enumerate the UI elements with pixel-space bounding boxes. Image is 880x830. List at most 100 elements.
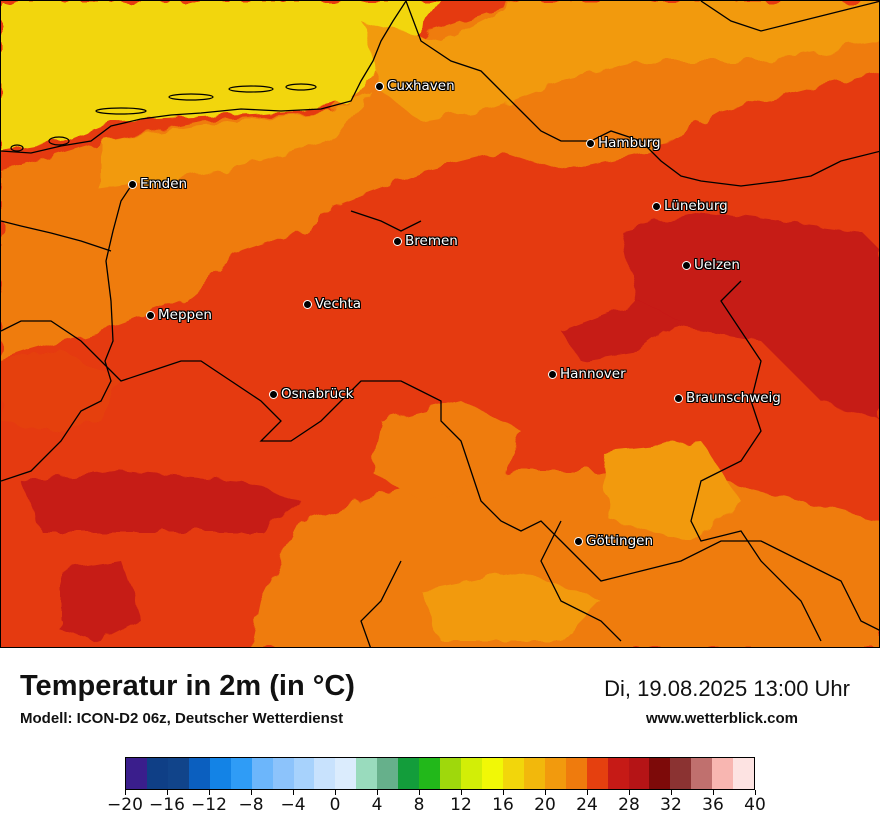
scale-tick-label: −20 xyxy=(107,795,143,815)
city-label: Uelzen xyxy=(694,257,740,273)
scale-tick-label: 36 xyxy=(702,795,724,815)
scale-tick-label: −8 xyxy=(238,795,264,815)
city-marker-bremen[interactable]: Bremen xyxy=(393,233,458,249)
city-dot-icon xyxy=(586,138,595,148)
color-swatch xyxy=(544,758,566,789)
scale-tick xyxy=(755,790,756,795)
city-marker-hannover[interactable]: Hannover xyxy=(548,366,626,382)
city-dot-icon xyxy=(548,369,557,379)
city-marker-vechta[interactable]: Vechta xyxy=(303,296,362,312)
city-dot-icon xyxy=(674,393,683,403)
scale-tick-label: −12 xyxy=(191,795,227,815)
color-swatch xyxy=(691,758,713,789)
color-swatch xyxy=(398,758,420,789)
color-swatch xyxy=(712,758,734,789)
city-dot-icon xyxy=(375,81,384,91)
city-dot-icon xyxy=(128,179,137,189)
city-marker-braunschweig[interactable]: Braunschweig xyxy=(674,390,781,406)
city-dot-icon xyxy=(146,310,155,320)
city-label: Bremen xyxy=(405,233,458,249)
scale-tick-label: 32 xyxy=(660,795,682,815)
city-marker-osnabrueck[interactable]: Osnabrück xyxy=(269,386,354,402)
color-swatch xyxy=(523,758,545,789)
city-label: Braunschweig xyxy=(686,390,781,406)
color-swatch xyxy=(314,758,336,789)
color-swatch xyxy=(628,758,650,789)
temperature-field xyxy=(1,1,879,647)
scale-tick xyxy=(545,790,546,795)
city-label: Hannover xyxy=(560,366,626,382)
city-label: Göttingen xyxy=(586,533,654,549)
color-swatch xyxy=(670,758,692,789)
city-dot-icon xyxy=(269,389,278,399)
color-swatch xyxy=(649,758,671,789)
color-scale-bar xyxy=(125,757,755,790)
city-dot-icon xyxy=(652,201,661,211)
temperature-map: Cuxhaven Hamburg Emden Lüneburg Bremen U… xyxy=(0,0,880,648)
color-swatch xyxy=(565,758,587,789)
color-swatch xyxy=(377,758,399,789)
city-dot-icon xyxy=(574,536,583,546)
color-swatch xyxy=(209,758,231,789)
scale-tick-label: −4 xyxy=(280,795,306,815)
color-swatch xyxy=(335,758,357,789)
color-swatch xyxy=(607,758,629,789)
scale-tick-label: 20 xyxy=(534,795,556,815)
scale-tick xyxy=(587,790,588,795)
website-link[interactable]: www.wetterblick.com xyxy=(646,710,798,727)
scale-tick xyxy=(293,790,294,795)
city-marker-emden[interactable]: Emden xyxy=(128,176,188,192)
city-label: Meppen xyxy=(158,307,212,323)
color-swatch xyxy=(293,758,315,789)
model-source: Modell: ICON-D2 06z, Deutscher Wetterdie… xyxy=(20,710,344,727)
city-label: Cuxhaven xyxy=(387,78,455,94)
scale-tick-label: −16 xyxy=(149,795,185,815)
city-marker-cuxhaven[interactable]: Cuxhaven xyxy=(375,78,455,94)
color-swatch xyxy=(733,758,755,789)
color-swatch xyxy=(419,758,441,789)
color-swatch xyxy=(230,758,252,789)
scale-tick xyxy=(209,790,210,795)
scale-tick xyxy=(335,790,336,795)
city-marker-hamburg[interactable]: Hamburg xyxy=(586,135,661,151)
scale-tick xyxy=(419,790,420,795)
color-swatch xyxy=(126,758,147,789)
scale-tick xyxy=(713,790,714,795)
color-swatch xyxy=(356,758,378,789)
city-label: Vechta xyxy=(315,296,362,312)
scale-tick-label: 40 xyxy=(744,795,766,815)
color-swatch xyxy=(481,758,503,789)
city-label: Hamburg xyxy=(598,135,661,151)
color-swatch xyxy=(167,758,189,789)
color-swatch xyxy=(251,758,273,789)
color-swatch xyxy=(146,758,168,789)
color-swatch xyxy=(272,758,294,789)
city-dot-icon xyxy=(393,236,402,246)
scale-tick-label: 24 xyxy=(576,795,598,815)
scale-tick xyxy=(461,790,462,795)
color-swatch xyxy=(502,758,524,789)
scale-tick xyxy=(377,790,378,795)
city-marker-uelzen[interactable]: Uelzen xyxy=(682,257,740,273)
city-marker-goettingen[interactable]: Göttingen xyxy=(574,533,654,549)
scale-tick-label: 12 xyxy=(450,795,472,815)
color-swatch xyxy=(586,758,608,789)
map-title: Temperatur in 2m (in °C) xyxy=(20,670,355,702)
city-marker-lueneburg[interactable]: Lüneburg xyxy=(652,198,728,214)
scale-tick-label: 4 xyxy=(371,795,383,815)
city-dot-icon xyxy=(682,260,691,270)
city-label: Lüneburg xyxy=(664,198,728,214)
scale-tick-label: 8 xyxy=(413,795,425,815)
forecast-datetime: Di, 19.08.2025 13:00 Uhr xyxy=(604,676,850,701)
scale-tick xyxy=(629,790,630,795)
color-swatch xyxy=(440,758,461,789)
city-dot-icon xyxy=(303,299,312,309)
scale-tick-label: 0 xyxy=(329,795,341,815)
city-label: Emden xyxy=(140,176,188,192)
city-label: Osnabrück xyxy=(281,386,354,402)
scale-tick-label: 28 xyxy=(618,795,640,815)
scale-tick xyxy=(251,790,252,795)
city-marker-meppen[interactable]: Meppen xyxy=(146,307,212,323)
scale-tick xyxy=(167,790,168,795)
scale-tick xyxy=(503,790,504,795)
